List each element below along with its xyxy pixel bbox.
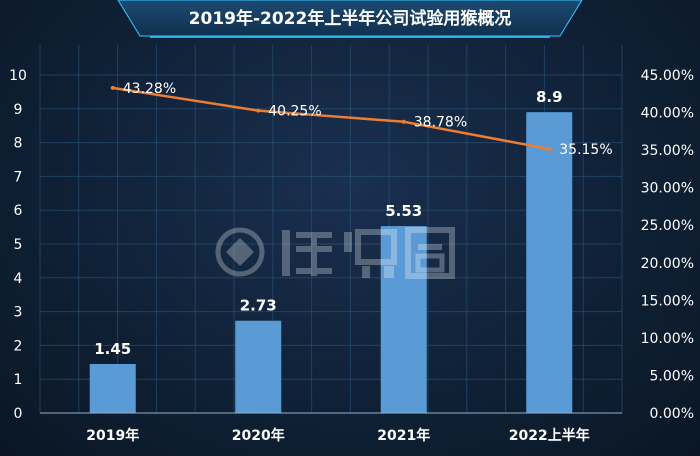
ratio-line (112, 86, 550, 151)
ratio-point (110, 85, 115, 90)
y-left-tick-label: 1 (14, 372, 23, 388)
x-tick-label: 2020年 (232, 427, 285, 444)
y-right-tick-label: 35.00% (641, 143, 694, 159)
bar-2 (235, 320, 282, 413)
y-left-tick-label: 2 (14, 338, 23, 354)
x-tick-label: 2021年 (377, 427, 430, 444)
y-left-tick-label: 4 (14, 271, 23, 287)
ratio-value-label: 35.15% (559, 142, 612, 158)
ratio-point (256, 108, 261, 113)
ratio-point (547, 146, 552, 151)
bar-value-label: 8.9 (536, 88, 563, 106)
y-left-tick-label: 0 (14, 406, 23, 422)
ratio-value-label: 43.28% (123, 81, 176, 97)
y-left-tick-label: 8 (14, 136, 23, 152)
bar-value-label: 2.73 (240, 297, 277, 315)
title-banner (117, 0, 583, 37)
x-tick-label: 2019年 (86, 427, 139, 444)
x-tick-label: 2022上半年 (509, 427, 590, 444)
bar-value-label: 1.45 (94, 340, 131, 358)
y-right-tick-label: 5.00% (650, 368, 694, 384)
y-left-tick-label: 9 (14, 102, 23, 118)
y-left-tick-label: 5 (14, 237, 23, 253)
y-right-tick-label: 25.00% (641, 218, 694, 234)
y-left-tick-label: 3 (14, 305, 23, 321)
y-right-tick-label: 15.00% (641, 293, 694, 309)
bar-1 (89, 363, 136, 413)
y-right-tick-label: 0.00% (650, 406, 694, 422)
y-right-tick-label: 10.00% (641, 331, 694, 347)
ratio-value-label: 40.25% (268, 104, 321, 120)
ratio-point (401, 119, 406, 124)
y-right-tick-label: 20.00% (641, 256, 694, 272)
chart-title: 2019年-2022年上半年公司试验用猴概况 (189, 8, 512, 29)
y-right-tick-label: 30.00% (641, 181, 694, 197)
bar-4 (526, 112, 573, 414)
bar-value-label: 5.53 (385, 202, 422, 220)
y-left-tick-label: 7 (14, 169, 23, 185)
ratio-value-label: 38.78% (414, 115, 467, 131)
y-left-tick-label: 10 (9, 68, 27, 84)
bar-3 (380, 226, 427, 413)
y-right-tick-label: 40.00% (641, 106, 694, 122)
y-right-tick-label: 45.00% (641, 68, 694, 84)
y-left-tick-label: 6 (14, 203, 23, 219)
